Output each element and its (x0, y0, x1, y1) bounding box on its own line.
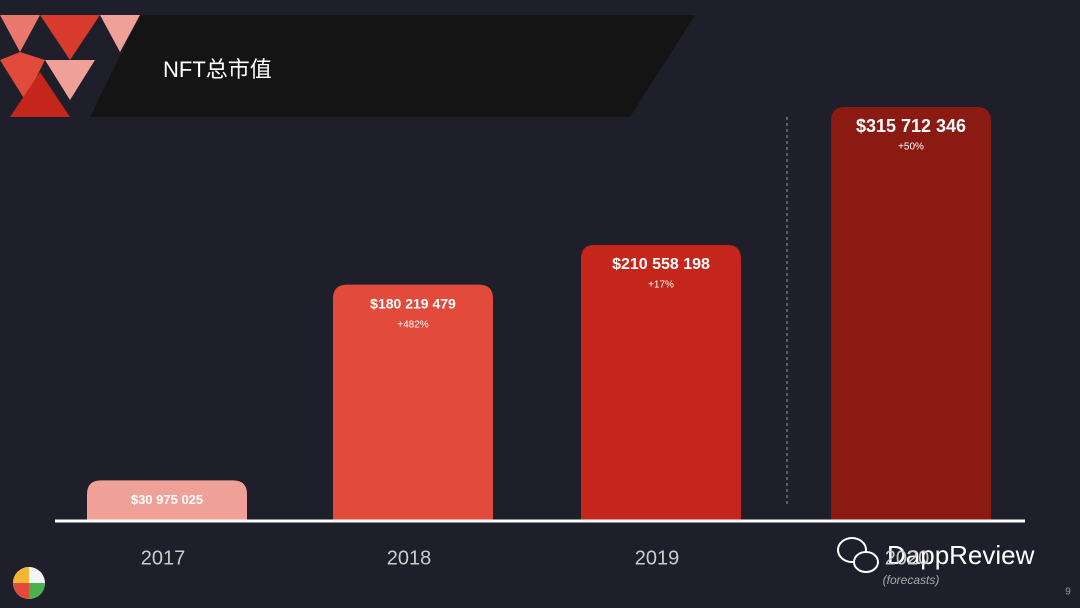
title-banner (90, 15, 695, 117)
x-tick-label: 2018 (387, 547, 432, 569)
value-label: $210 558 198 (612, 256, 710, 273)
value-label: $30 975 025 (131, 492, 203, 507)
logo-triangles (0, 15, 140, 117)
bar (333, 284, 493, 521)
watermark-text: DappReview (887, 540, 1035, 570)
value-label: $315 712 346 (856, 116, 966, 136)
bar (581, 244, 741, 522)
bars: $30 975 025 $180 219 479 +482% $210 558 198… (87, 107, 991, 522)
change-label: +50% (898, 142, 924, 153)
x-tick-label: 2020 (885, 547, 930, 569)
bar (831, 107, 991, 521)
watermark: DappReview (837, 537, 1035, 573)
x-tick-label: 2019 (635, 547, 680, 569)
chart-title: NFT总市值 (163, 57, 272, 82)
value-label: $180 219 479 (370, 295, 456, 311)
x-tick-label: 2017 (141, 547, 186, 569)
forecast-note: (forecasts) (883, 573, 940, 587)
bar (87, 480, 247, 521)
corner-logo (13, 567, 45, 599)
change-label: +482% (397, 319, 429, 330)
page-number: 9 (1065, 587, 1071, 598)
change-label: +17% (648, 280, 674, 291)
